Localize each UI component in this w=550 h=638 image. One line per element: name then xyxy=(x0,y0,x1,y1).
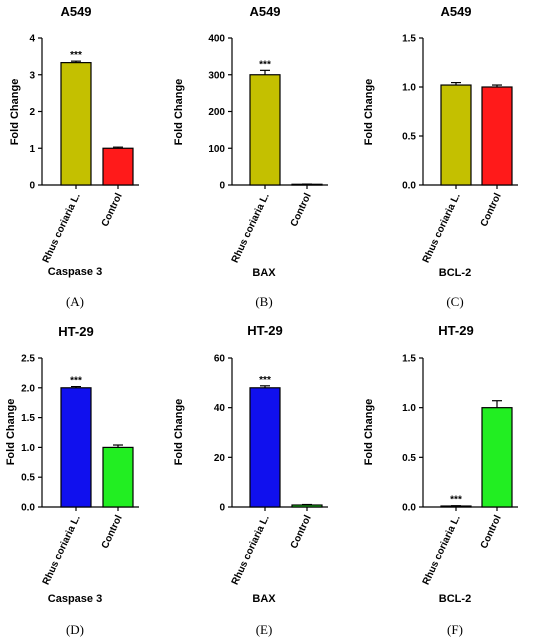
y-tick-label: 1.5 xyxy=(21,413,35,424)
panel-letter: (A) xyxy=(66,294,84,309)
category-label: Rhus coriaria L. xyxy=(230,513,272,586)
x-axis-label: BAX xyxy=(252,267,276,279)
y-tick-label: 0 xyxy=(29,181,35,192)
significance-label: *** xyxy=(259,59,271,70)
bar-control xyxy=(102,147,134,186)
chart-title: HT-29 xyxy=(438,323,473,338)
panel-letter: (F) xyxy=(447,622,463,637)
significance-label: *** xyxy=(259,375,271,386)
panel-letter: (C) xyxy=(446,294,463,309)
chart-panel-4: HT-29 Fold Change 0.0 0.5 1.0 1.5 2.0 2.5 *** Rhu… xyxy=(5,324,139,637)
y-axis-label: Fold Change xyxy=(5,399,17,466)
y-tick-label: 0 xyxy=(219,503,225,514)
category-label: Rhus coriaria L. xyxy=(41,513,83,586)
x-axis-label: Caspase 3 xyxy=(48,266,102,278)
y-axis-label: Fold Change xyxy=(363,79,375,146)
bar-control xyxy=(481,86,513,186)
x-axis-label: BCL-2 xyxy=(439,267,471,279)
y-tick-label: 4 xyxy=(29,34,35,45)
y-tick-label: 300 xyxy=(208,70,225,81)
chart-title: HT-29 xyxy=(58,324,93,339)
chart-panel-1: A549 Fold Change 0 1 2 3 4 *** Rhus coriaria L. C… xyxy=(9,4,139,309)
panel-letter: (D) xyxy=(66,622,84,637)
category-label: Rhus coriaria L. xyxy=(41,191,83,264)
category-label: Rhus coriaria L. xyxy=(421,191,463,264)
category-label: Rhus coriaria L. xyxy=(230,191,272,264)
y-axis-label: Fold Change xyxy=(363,399,375,466)
y-tick-label: 1.0 xyxy=(402,83,416,94)
category-label: Control xyxy=(289,191,314,228)
y-axis-label: Fold Change xyxy=(9,79,21,146)
bar-treatment xyxy=(249,387,281,508)
chart-panel-2: A549 Fold Change 0 100 200 300 400 *** Rhus cori… xyxy=(173,4,328,309)
category-label: Control xyxy=(289,513,314,550)
category-label: Control xyxy=(479,191,504,228)
y-tick-label: 2.0 xyxy=(21,383,35,394)
category-label: Control xyxy=(479,513,504,550)
y-tick-label: 0.0 xyxy=(21,503,35,514)
y-tick-label: 20 xyxy=(214,453,226,464)
y-tick-label: 1.0 xyxy=(21,443,35,454)
y-axis-label: Fold Change xyxy=(173,79,185,146)
bar-treatment xyxy=(60,62,92,186)
bar-control xyxy=(481,407,513,508)
y-tick-label: 2 xyxy=(29,107,35,118)
x-axis-label: BCL-2 xyxy=(439,593,471,605)
bar-control xyxy=(102,446,134,508)
y-tick-label: 400 xyxy=(208,34,225,45)
y-tick-label: 1 xyxy=(29,144,35,155)
y-tick-label: 100 xyxy=(208,144,225,155)
y-tick-label: 1.5 xyxy=(402,354,416,365)
x-axis-label: BAX xyxy=(252,593,276,605)
y-tick-label: 0.5 xyxy=(402,132,416,143)
chart-panel-3: A549 Fold Change 0.0 0.5 1.0 1.5 Rhus coriaria… xyxy=(363,4,518,309)
y-tick-label: 1.0 xyxy=(402,403,416,414)
y-tick-label: 0.5 xyxy=(402,453,416,464)
category-label: Control xyxy=(100,191,125,228)
bar-treatment xyxy=(440,84,472,186)
y-tick-label: 2.5 xyxy=(21,354,35,365)
y-axis-label: Fold Change xyxy=(173,399,185,466)
bar-treatment xyxy=(249,74,281,186)
significance-label: *** xyxy=(70,50,82,61)
bar-control xyxy=(291,504,323,508)
significance-label: *** xyxy=(450,495,462,506)
category-label: Control xyxy=(100,513,125,550)
y-tick-label: 0.5 xyxy=(21,473,35,484)
y-tick-label: 40 xyxy=(214,403,226,414)
chart-title: A549 xyxy=(60,4,91,19)
chart-panel-5: HT-29 Fold Change 0 20 40 60 *** Rhus coriaria … xyxy=(173,323,328,637)
y-tick-label: 0.0 xyxy=(402,503,416,514)
panel-letter: (E) xyxy=(256,622,273,637)
y-tick-label: 60 xyxy=(214,354,226,365)
chart-panel-6: HT-29 Fold Change 0.0 0.5 1.0 1.5 *** Rhus cori… xyxy=(363,323,518,637)
x-axis-label: Caspase 3 xyxy=(48,593,102,605)
category-label: Rhus coriaria L. xyxy=(421,513,463,586)
y-tick-label: 0.0 xyxy=(402,181,416,192)
bar-treatment xyxy=(60,387,92,508)
y-tick-label: 0 xyxy=(219,181,225,192)
significance-label: *** xyxy=(70,376,82,387)
chart-title: A549 xyxy=(249,4,280,19)
y-tick-label: 200 xyxy=(208,107,225,118)
chart-title: HT-29 xyxy=(247,323,282,338)
y-tick-label: 3 xyxy=(29,70,35,81)
y-tick-label: 1.5 xyxy=(402,34,416,45)
chart-title: A549 xyxy=(440,4,471,19)
panel-letter: (B) xyxy=(255,294,272,309)
